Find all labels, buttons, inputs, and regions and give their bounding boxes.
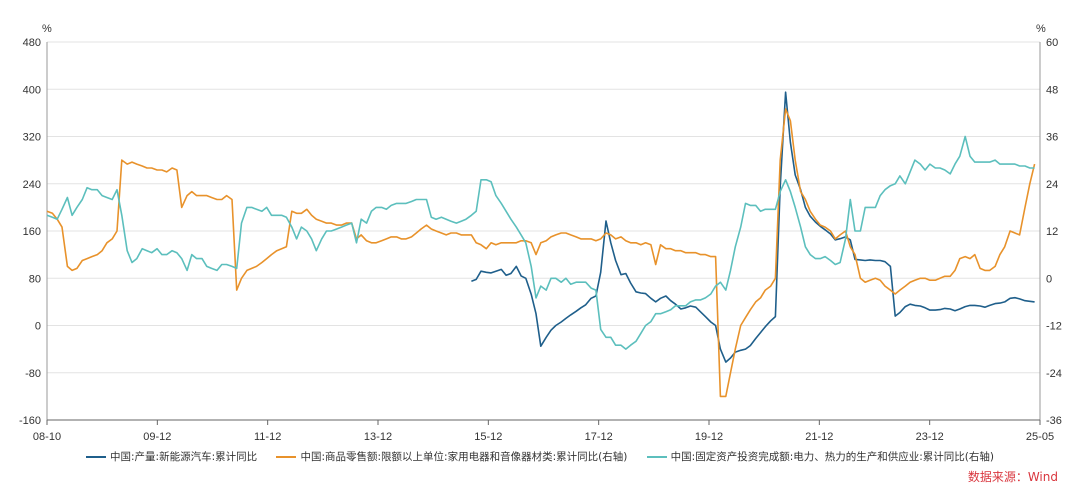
y-tick-label-left: 160 xyxy=(23,226,41,238)
grid-lines xyxy=(47,41,1040,374)
x-tick-label: 19-12 xyxy=(695,431,723,443)
x-tick-label: 09-12 xyxy=(143,431,171,443)
legend-swatch xyxy=(646,456,667,458)
y-tick-label-left: 320 xyxy=(23,132,41,144)
y-tick-label-right: -12 xyxy=(1046,321,1062,333)
left-axis-unit: % xyxy=(42,23,52,35)
y-tick-label-left: 0 xyxy=(35,321,41,333)
y-tick-label-left: 80 xyxy=(29,273,41,285)
right-axis-unit: % xyxy=(1036,23,1046,35)
x-tick-label: 23-12 xyxy=(916,431,944,443)
x-tick-label: 08-10 xyxy=(33,431,61,443)
series-power-investment-line xyxy=(46,135,1035,350)
legend-swatch xyxy=(86,456,107,458)
legend-label: 中国:固定资产投资完成额:电力、热力的生产和供应业:累计同比(右轴) xyxy=(670,451,994,463)
x-tick-label: 15-12 xyxy=(474,431,502,443)
y-tick-label-left: -160 xyxy=(19,415,41,427)
y-tick-label-right: 48 xyxy=(1046,84,1058,96)
legend-item-power-investment: 中国:固定资产投资完成额:电力、热力的生产和供应业:累计同比(右轴) xyxy=(646,449,994,464)
x-tick-label: 11-12 xyxy=(254,431,281,443)
y-tick-label-right: 12 xyxy=(1046,226,1058,238)
legend-item-nev-output: 中国:产量:新能源汽车:累计同比 xyxy=(86,449,257,464)
legend-swatch xyxy=(276,456,297,458)
y-tick-label-right: 36 xyxy=(1046,132,1058,144)
x-tick-label: 17-12 xyxy=(585,431,613,443)
legend-label: 中国:产量:新能源汽车:累计同比 xyxy=(110,451,258,463)
y-tick-label-left: 240 xyxy=(23,179,41,191)
y-tick-label-right: 0 xyxy=(1046,273,1052,285)
x-tick-label: 25-05 xyxy=(1026,431,1054,443)
series-appliance-retail-line xyxy=(46,108,1036,398)
y-tick-label-right: -36 xyxy=(1046,415,1062,427)
source-note: 数据来源：Wind xyxy=(967,470,1058,484)
y-tick-label-right: 24 xyxy=(1046,179,1058,191)
series-lines xyxy=(46,91,1036,398)
legend-item-appliance-retail: 中国:商品零售额:限额以上单位:家用电器和音像器材类:累计同比(右轴) xyxy=(276,449,627,464)
x-tick-label: 13-12 xyxy=(364,431,392,443)
y-tick-label-right: 60 xyxy=(1046,37,1058,49)
y-tick-label-left: 400 xyxy=(23,84,41,96)
x-tick-label: 21-12 xyxy=(805,431,833,443)
series-nev-output-line xyxy=(471,91,1035,363)
legend: 中国:产量:新能源汽车:累计同比 中国:商品零售额:限额以上单位:家用电器和音像… xyxy=(0,449,1080,464)
axes: 480 60 400 48 320 36 240 24 160 12 80 0 0 -12 -80 -24 -1… xyxy=(19,37,1062,443)
y-tick-label-left: 480 xyxy=(23,37,41,49)
y-tick-label-left: -80 xyxy=(25,368,41,380)
legend-label: 中国:商品零售额:限额以上单位:家用电器和音像器材类:累计同比(右轴) xyxy=(300,451,628,463)
y-tick-label-right: -24 xyxy=(1046,368,1062,380)
